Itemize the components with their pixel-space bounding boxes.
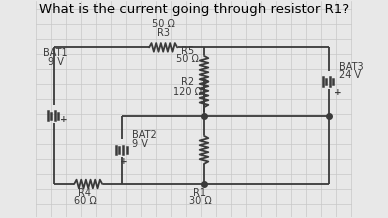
Text: 9 V: 9 V <box>132 138 148 148</box>
Text: R2: R2 <box>181 77 194 87</box>
Text: What is the current going through resistor R1?: What is the current going through resist… <box>39 3 349 15</box>
Text: BAT2: BAT2 <box>132 130 157 140</box>
Text: 50 Ω: 50 Ω <box>176 54 199 64</box>
Text: 30 Ω: 30 Ω <box>189 196 211 206</box>
Text: 50 Ω: 50 Ω <box>152 19 175 29</box>
Text: +: + <box>60 114 67 124</box>
Text: BAT3: BAT3 <box>339 62 364 72</box>
Text: R5: R5 <box>181 46 194 56</box>
Text: R1: R1 <box>194 188 206 198</box>
Text: 9 V: 9 V <box>48 57 64 67</box>
Text: 24 V: 24 V <box>339 70 361 80</box>
Text: 120 Ω: 120 Ω <box>173 87 202 97</box>
Text: R3: R3 <box>157 28 170 38</box>
Text: 60 Ω: 60 Ω <box>73 196 96 206</box>
Text: R4: R4 <box>78 188 92 198</box>
Text: +: + <box>120 157 128 166</box>
Text: +: + <box>334 88 342 97</box>
Text: BAT1: BAT1 <box>43 48 68 58</box>
